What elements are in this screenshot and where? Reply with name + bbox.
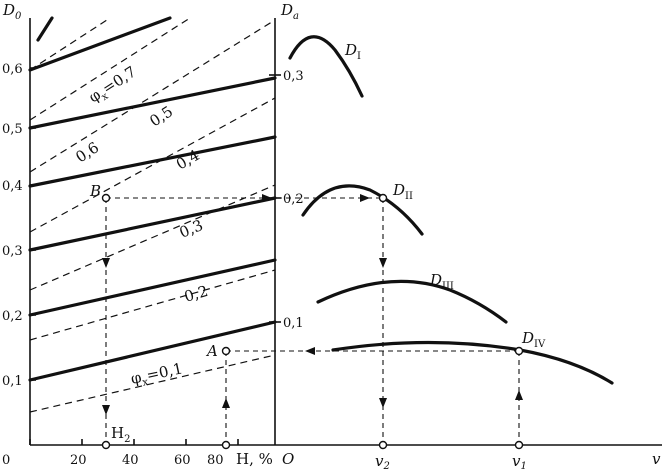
- thick-line-01: [28, 320, 277, 382]
- thick-line-03: [28, 76, 277, 130]
- x-tick-20: 20: [70, 453, 87, 468]
- point-label-b: B: [89, 182, 101, 200]
- thick-line-025: [28, 135, 277, 188]
- y-tick-02: 0,2: [2, 309, 23, 324]
- label-06: 0,6: [72, 138, 102, 166]
- label-02: 0,2: [182, 282, 210, 306]
- point-v2: [378, 440, 388, 450]
- thick-line-015: [28, 258, 277, 317]
- dashed-phi-04: [29, 97, 276, 233]
- x-tick-0: 0: [2, 453, 10, 468]
- point-d4: [514, 346, 524, 356]
- thick-line-035: [28, 16, 172, 72]
- thick-line-04: [36, 16, 54, 42]
- curve-d1: [288, 35, 364, 98]
- curve-label-d4: DIV: [521, 329, 546, 350]
- y-tick-03: 0,3: [2, 244, 23, 259]
- dashed-phi-06: [29, 17, 191, 121]
- dashed-lines: [29, 17, 276, 413]
- label-05: 0,5: [146, 102, 176, 130]
- ry-tick-01: 0,1: [283, 316, 304, 331]
- left-y-label: D0: [2, 1, 22, 22]
- arrow-up-a: [222, 398, 230, 408]
- point-a: [221, 346, 231, 356]
- dashed-phi-05: [29, 19, 276, 173]
- v1-label: v1: [512, 452, 527, 469]
- label-phi-01: φx=0,1: [129, 359, 185, 390]
- curve-d4: [331, 340, 614, 385]
- x-tick-labels: 0 20 40 60 80: [2, 453, 224, 468]
- thick-line-02: [28, 196, 277, 252]
- point-h-a: [221, 440, 231, 450]
- arrow-down-d2: [379, 258, 387, 268]
- arrow-up-d4: [515, 390, 523, 400]
- y-tick-05: 0,5: [2, 122, 23, 137]
- x-ticks: [29, 439, 239, 445]
- x-tick-80: 80: [207, 453, 224, 468]
- arrow-right-b: [262, 194, 272, 202]
- dashed-phi-02: [29, 269, 276, 341]
- curve-d3: [316, 279, 508, 324]
- curve-label-d1: DI: [344, 41, 361, 62]
- curve-d2: [301, 184, 424, 236]
- label-phi-07: φx=0,7: [85, 63, 141, 109]
- thick-lines: [28, 16, 277, 382]
- origin-label: O: [282, 450, 294, 468]
- curve-label-d3: DIII: [429, 271, 454, 292]
- arrowheads: [102, 194, 523, 415]
- ry-tick-03: 0,3: [283, 69, 304, 84]
- point-d2: [378, 193, 388, 203]
- arrow-down-b2: [102, 405, 110, 415]
- x-axis-label-v: v: [652, 450, 661, 468]
- x-axis-label-h: H, %: [236, 450, 273, 468]
- left-y-tick-labels: 0,1 0,2 0,3 0,4 0,5 0,6: [2, 62, 23, 389]
- point-v1: [514, 440, 524, 450]
- dashed-phi-07: [29, 17, 111, 71]
- ry-tick-02: 0,2: [283, 192, 304, 207]
- curve-label-d2: DII: [392, 181, 413, 202]
- arrow-down-d2b: [379, 398, 387, 408]
- point-b: [101, 193, 111, 203]
- y-tick-01: 0,1: [2, 374, 23, 389]
- v2-label: v2: [375, 452, 390, 469]
- h2-label: H2: [111, 424, 130, 445]
- arrow-left-a: [305, 347, 315, 355]
- arrow-down-b: [102, 258, 110, 268]
- x-tick-40: 40: [122, 453, 139, 468]
- label-04: 0,4: [173, 146, 203, 174]
- dashed-phi-03: [29, 184, 276, 291]
- right-y-label: Da: [280, 1, 299, 22]
- left-y-ticks: [30, 67, 36, 381]
- x-tick-60: 60: [174, 453, 191, 468]
- right-y-tick-labels: 0,1 0,2 0,3: [283, 69, 304, 331]
- dashed-phi-01: [29, 354, 276, 413]
- point-h2: [101, 440, 111, 450]
- points: [101, 193, 524, 450]
- curves: [288, 35, 614, 385]
- label-03: 0,3: [177, 216, 206, 242]
- y-tick-04: 0,4: [2, 179, 23, 194]
- y-tick-06: 0,6: [2, 62, 23, 77]
- arrow-right-d2: [360, 194, 370, 202]
- point-label-a: A: [205, 342, 218, 360]
- guide-lines: [105, 197, 520, 445]
